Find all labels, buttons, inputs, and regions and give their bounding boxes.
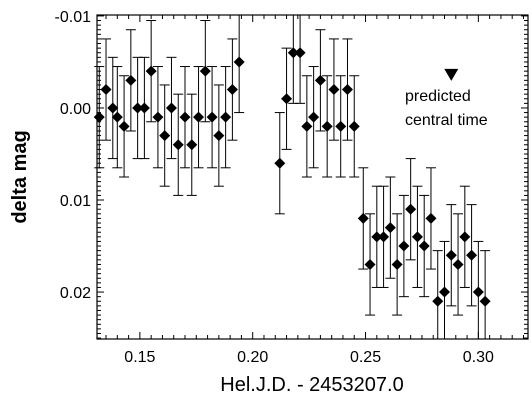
- data-point: [466, 249, 478, 261]
- data-point: [179, 111, 191, 123]
- data-point: [138, 102, 150, 114]
- data-point: [287, 47, 299, 59]
- data-point: [165, 102, 177, 114]
- data-point: [220, 111, 232, 123]
- data-point: [364, 258, 376, 270]
- data-point: [145, 65, 157, 77]
- data-point: [425, 212, 437, 224]
- data-point: [321, 120, 333, 132]
- data-point: [132, 102, 144, 114]
- data-point: [371, 231, 383, 243]
- plot-frame: [96, 14, 529, 340]
- data-point: [384, 222, 396, 234]
- x-tick-label: 0.25: [350, 349, 381, 366]
- x-tick-label: 0.20: [237, 349, 268, 366]
- data-point: [418, 240, 430, 252]
- data-point: [335, 120, 347, 132]
- data-point: [301, 120, 313, 132]
- data-point: [125, 74, 137, 86]
- predicted-time-marker: [444, 68, 459, 81]
- data-point: [193, 111, 205, 123]
- y-tick-label: 0.02: [60, 285, 91, 302]
- data-point: [213, 130, 225, 142]
- data-point: [100, 84, 112, 96]
- axis-ticks: 0.15 0.20 0.25 0.30 -0.01 0.00 0.01 0.02: [55, 9, 528, 366]
- data-point: [294, 47, 306, 59]
- data-point: [308, 111, 320, 123]
- data-point: [206, 111, 218, 123]
- data-point: [274, 157, 286, 169]
- data-point: [281, 93, 293, 105]
- y-tick-label: 0.01: [60, 193, 91, 210]
- data-point: [159, 130, 171, 142]
- data-point: [226, 84, 238, 96]
- data-point: [479, 295, 491, 307]
- y-tick-label: 0.00: [60, 101, 91, 118]
- data-point: [472, 286, 484, 298]
- data-point: [459, 231, 471, 243]
- data-point: [152, 111, 164, 123]
- data-point: [111, 111, 123, 123]
- annotation-line-2: central time: [405, 112, 488, 129]
- data-point: [452, 258, 464, 270]
- data-point: [445, 249, 457, 261]
- data-point: [357, 212, 369, 224]
- data-point: [341, 84, 353, 96]
- data-point: [118, 120, 130, 132]
- data-point: [172, 139, 184, 151]
- data-point: [233, 56, 245, 68]
- data-point: [107, 102, 119, 114]
- data-point: [391, 258, 403, 270]
- x-axis-title: Hel.J.D. - 2453207.0: [220, 374, 403, 396]
- data-marks: [93, 15, 491, 339]
- data-point: [199, 65, 211, 77]
- data-point: [328, 84, 340, 96]
- x-tick-label: 0.15: [124, 349, 155, 366]
- data-point: [398, 240, 410, 252]
- data-point: [405, 203, 417, 215]
- data-point: [378, 231, 390, 243]
- data-point: [411, 231, 423, 243]
- data-point: [348, 120, 360, 132]
- y-axis-title: delta mag: [9, 130, 31, 223]
- data-point: [186, 139, 198, 151]
- y-tick-label: -0.01: [55, 9, 92, 26]
- data-point: [314, 74, 326, 86]
- annotation-line-1: predicted: [405, 88, 471, 105]
- predicted-central-time-annotation: predicted central time: [405, 68, 488, 129]
- data-point: [439, 286, 451, 298]
- data-point: [432, 295, 444, 307]
- x-tick-label: 0.30: [463, 349, 494, 366]
